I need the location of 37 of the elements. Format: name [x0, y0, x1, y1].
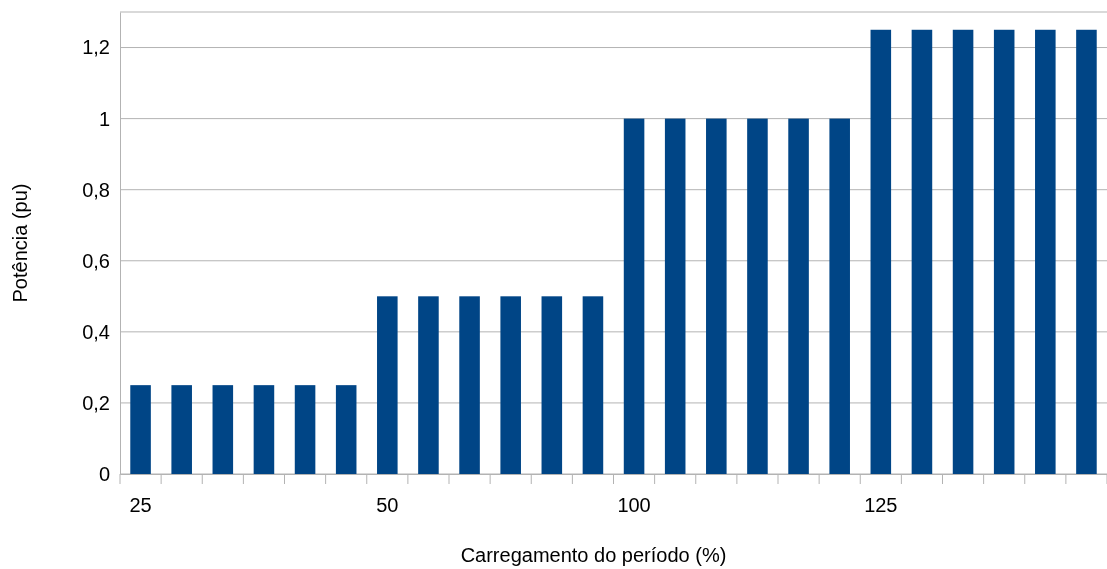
- x-tick-label: 100: [617, 494, 651, 517]
- bar: [788, 118, 809, 474]
- bar: [664, 118, 686, 474]
- bar: [459, 296, 480, 474]
- bar: [500, 296, 521, 474]
- bar: [541, 296, 563, 474]
- bar: [130, 385, 151, 474]
- bar: [582, 296, 604, 474]
- bar: [294, 385, 316, 474]
- bar: [952, 29, 974, 474]
- x-axis-title: Carregamento do período (%): [460, 544, 727, 566]
- y-tick-label: 0,6: [82, 249, 110, 272]
- bar: [335, 385, 357, 474]
- y-tick-label: 0: [98, 462, 110, 485]
- y-tick-label: 1: [98, 107, 110, 130]
- y-tick-label: 0,4: [82, 320, 110, 343]
- bar: [212, 385, 234, 474]
- bar: [747, 118, 768, 474]
- y-tick-label: 0,8: [82, 178, 110, 201]
- bar: [993, 29, 1015, 474]
- bar: [171, 385, 192, 474]
- bar: [377, 296, 398, 474]
- bar: [253, 385, 275, 474]
- bar: [829, 118, 850, 474]
- bar: [1035, 29, 1056, 474]
- x-tick-label: 50: [376, 494, 399, 517]
- bar: [911, 29, 933, 474]
- bar: [623, 118, 645, 474]
- y-axis-title: Potência (pu): [9, 183, 31, 303]
- bar: [418, 296, 439, 474]
- bar: [706, 118, 727, 474]
- x-tick-label: 25: [129, 494, 152, 517]
- x-tick-label: 125: [864, 494, 898, 517]
- y-tick-label: 1,2: [82, 36, 110, 59]
- bar: [1076, 29, 1097, 474]
- bar: [870, 29, 892, 474]
- y-tick-label: 0,2: [82, 391, 110, 414]
